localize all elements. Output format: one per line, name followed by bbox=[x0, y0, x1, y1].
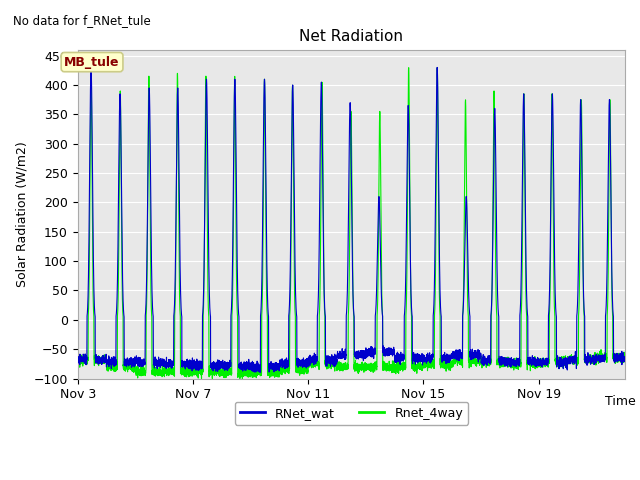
Rnet_4way bbox=[198, 376, 205, 382]
RNet_wat bbox=[332, 353, 340, 359]
RNet_wat bbox=[621, 356, 629, 361]
Text: MB_tule: MB_tule bbox=[64, 56, 120, 69]
RNet_wat bbox=[87, 64, 95, 70]
Rnet_4way bbox=[247, 371, 255, 377]
Rnet_4way bbox=[433, 65, 441, 71]
Rnet_4way bbox=[337, 360, 345, 366]
Rnet_4way bbox=[621, 356, 629, 361]
RNet_wat bbox=[74, 354, 81, 360]
Line: Rnet_4way: Rnet_4way bbox=[77, 68, 625, 379]
RNet_wat bbox=[204, 139, 211, 144]
Rnet_4way bbox=[221, 370, 229, 376]
RNet_wat bbox=[221, 362, 229, 368]
Line: RNet_wat: RNet_wat bbox=[77, 67, 625, 372]
Rnet_4way bbox=[74, 355, 81, 360]
Rnet_4way bbox=[332, 360, 340, 366]
Rnet_4way bbox=[204, 252, 211, 258]
RNet_wat bbox=[256, 370, 264, 375]
Legend: RNet_wat, Rnet_4way: RNet_wat, Rnet_4way bbox=[234, 402, 468, 425]
RNet_wat bbox=[247, 366, 255, 372]
Rnet_4way bbox=[566, 354, 574, 360]
Y-axis label: Solar Radiation (W/m2): Solar Radiation (W/m2) bbox=[15, 141, 28, 287]
Text: No data for f_RNet_tule: No data for f_RNet_tule bbox=[13, 14, 150, 27]
RNet_wat bbox=[566, 357, 574, 363]
X-axis label: Time: Time bbox=[605, 395, 636, 408]
RNet_wat bbox=[337, 354, 345, 360]
Title: Net Radiation: Net Radiation bbox=[300, 29, 403, 44]
